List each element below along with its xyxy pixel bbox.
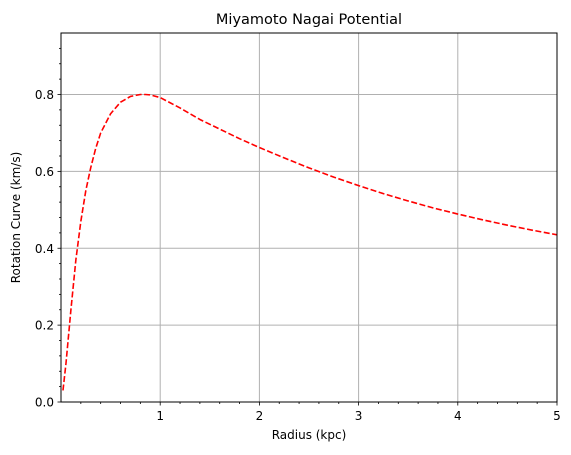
y-tick-label: 0.2 <box>35 319 54 333</box>
y-tick-label: 0.0 <box>35 396 54 410</box>
x-axis-label: Radius (kpc) <box>272 428 347 442</box>
y-tick-label: 0.6 <box>35 165 54 179</box>
x-tick-label: 5 <box>553 409 561 423</box>
y-tick-label: 0.4 <box>35 242 54 256</box>
chart-title: Miyamoto Nagai Potential <box>216 12 402 28</box>
y-axis-label: Rotation Curve (km/s) <box>9 152 23 284</box>
x-tick-label: 4 <box>454 409 462 423</box>
x-tick-label: 3 <box>355 409 363 423</box>
y-tick-label: 0.8 <box>35 88 54 102</box>
x-tick-label: 1 <box>156 409 164 423</box>
x-tick-label: 2 <box>256 409 264 423</box>
